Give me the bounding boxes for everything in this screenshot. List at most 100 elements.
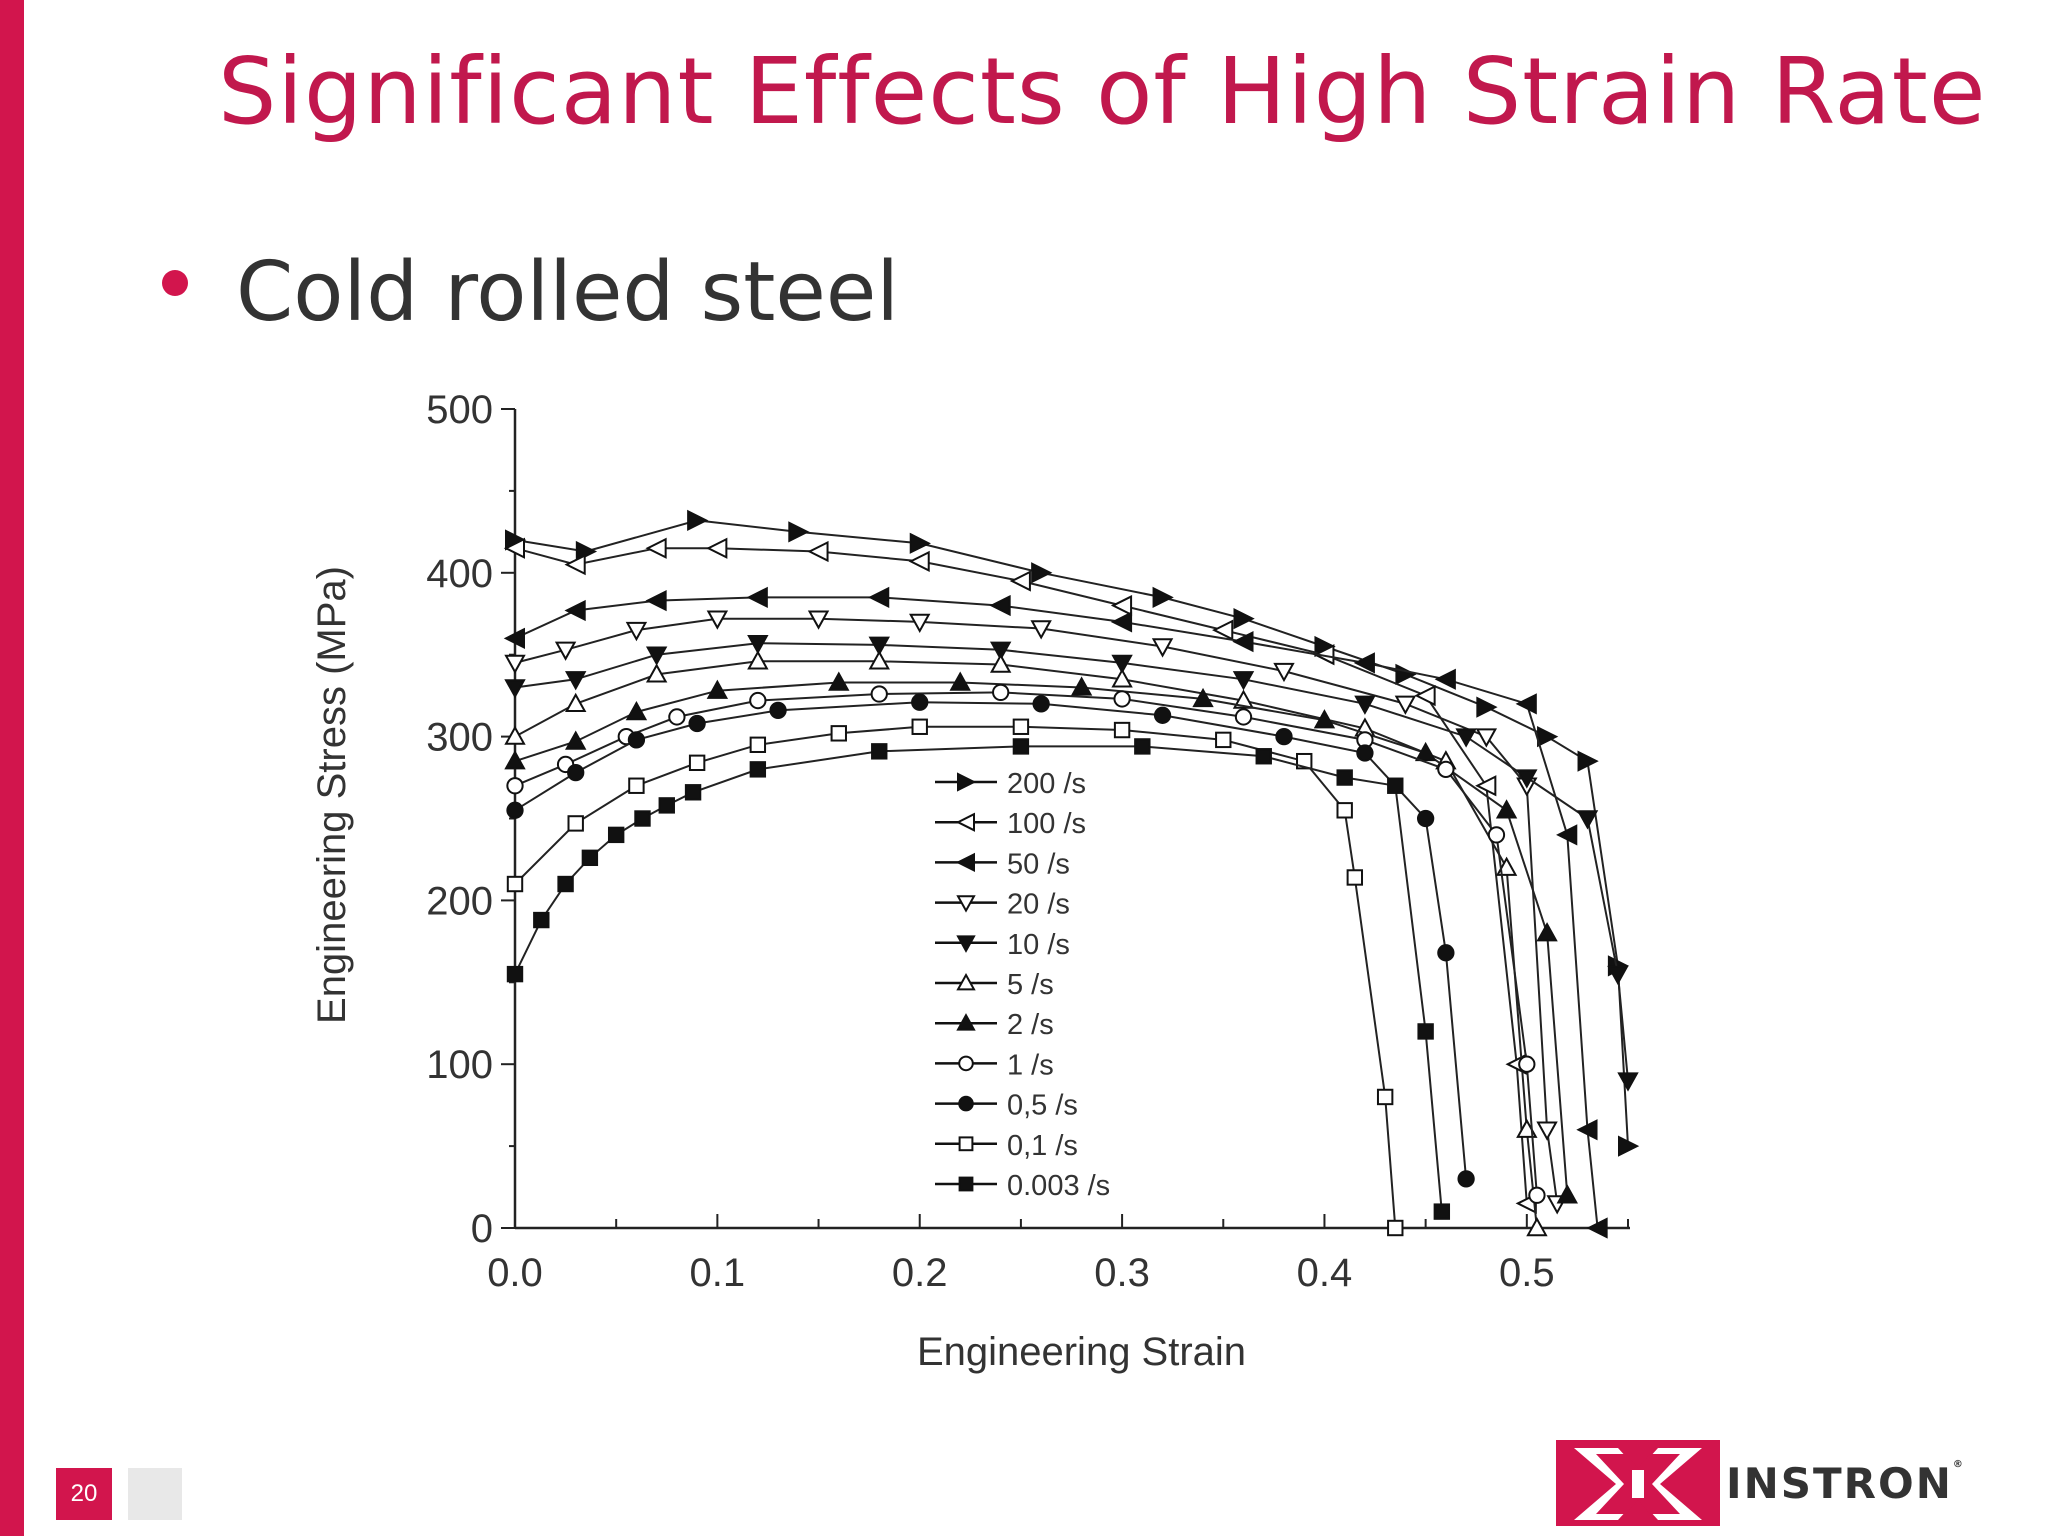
data-point — [1313, 644, 1335, 666]
legend-label: 0,5 /s — [1007, 1090, 1078, 1122]
data-point — [868, 636, 890, 656]
data-point — [1273, 662, 1295, 683]
data-point — [1313, 709, 1336, 729]
data-point — [807, 610, 830, 630]
series-0 — [505, 509, 1640, 1157]
bullet-dot — [162, 270, 188, 296]
data-point — [1475, 728, 1498, 748]
data-point — [1356, 744, 1374, 762]
x-tick-label: 0.1 — [690, 1251, 746, 1295]
x-tick-label: 0.5 — [1499, 1251, 1555, 1295]
legend-marker — [958, 1136, 974, 1152]
data-point — [1233, 608, 1255, 630]
data-point — [989, 641, 1012, 661]
series-line — [514, 642, 1629, 1081]
data-point — [645, 590, 667, 612]
series-10 — [506, 738, 1451, 1220]
legend-marker — [956, 972, 976, 991]
data-point — [504, 725, 526, 745]
data-point — [1537, 725, 1559, 748]
data-point — [1275, 727, 1293, 746]
legend-label: 10 /s — [1007, 929, 1070, 961]
data-point — [1336, 769, 1353, 786]
legend-item: 20 /s — [935, 889, 1070, 921]
data-point — [747, 650, 769, 670]
data-point — [1457, 1170, 1475, 1188]
legend-item: 100 /s — [935, 808, 1086, 840]
data-point — [1437, 944, 1455, 962]
x-tick-label: 0.2 — [892, 1251, 948, 1295]
y-tick-label: 100 — [426, 1043, 493, 1087]
data-point — [992, 683, 1010, 702]
data-point — [581, 849, 599, 867]
series-line — [514, 745, 1443, 1212]
data-point — [706, 610, 729, 630]
data-point — [565, 671, 587, 691]
data-point — [1556, 1184, 1578, 1204]
legend-item: 200 /s — [935, 768, 1086, 800]
data-point — [1111, 654, 1133, 674]
data-point — [788, 521, 810, 543]
legend-marker — [958, 1055, 974, 1072]
data-point — [909, 613, 931, 633]
data-point — [506, 801, 524, 819]
legend-marker — [958, 1176, 974, 1192]
legend-item: 2 /s — [935, 1009, 1054, 1041]
data-point — [706, 537, 728, 559]
data-point — [688, 754, 706, 772]
legend-item: 0,1 /s — [935, 1130, 1078, 1162]
data-point — [506, 777, 524, 795]
data-point — [1134, 738, 1151, 755]
data-point — [1577, 750, 1599, 772]
data-point — [503, 537, 525, 559]
data-point — [1346, 869, 1364, 886]
data-point — [1387, 777, 1404, 794]
data-point — [1515, 693, 1537, 715]
legend-label: 50 /s — [1007, 848, 1070, 880]
y-axis-label: Engineering Stress (MPa) — [310, 566, 354, 1024]
data-point — [645, 663, 668, 683]
data-point — [1433, 1203, 1451, 1220]
y-tick-label: 200 — [426, 879, 493, 923]
data-point — [911, 693, 929, 711]
series-line — [514, 617, 1559, 1204]
data-point — [870, 685, 888, 703]
y-tick-label: 400 — [426, 552, 493, 596]
legend-marker — [957, 772, 977, 792]
data-point — [989, 653, 1012, 673]
series-line — [514, 596, 1599, 1229]
data-point — [1232, 689, 1255, 709]
legend-item: 0,5 /s — [935, 1090, 1078, 1122]
legend-item: 10 /s — [935, 929, 1070, 961]
data-point — [1395, 663, 1417, 685]
data-point — [658, 797, 675, 814]
data-point — [1232, 630, 1254, 653]
data-point — [1455, 728, 1477, 748]
data-point — [908, 550, 930, 572]
legend-label: 200 /s — [1007, 768, 1086, 800]
legend-marker — [955, 852, 975, 873]
data-point — [1353, 652, 1375, 674]
x-tick-label: 0.3 — [1094, 1251, 1150, 1295]
data-point — [1354, 695, 1376, 715]
data-point — [1012, 718, 1030, 735]
legend-label: 100 /s — [1007, 808, 1086, 840]
data-point — [989, 594, 1011, 617]
data-point — [749, 761, 767, 778]
legend-label: 20 /s — [1007, 889, 1070, 921]
data-point — [688, 714, 706, 733]
y-tick-label: 0 — [471, 1207, 493, 1251]
data-point — [868, 586, 890, 608]
data-point — [1212, 619, 1234, 641]
data-point — [1414, 741, 1437, 762]
data-point — [628, 777, 645, 794]
data-point — [625, 700, 648, 721]
series-9 — [506, 718, 1404, 1237]
series-line — [514, 701, 1468, 1179]
data-point — [1234, 708, 1253, 726]
slide-title: Significant Effects of High Strain Rate — [218, 38, 1987, 145]
data-point — [1110, 611, 1133, 633]
data-point — [1152, 586, 1174, 608]
data-point — [607, 826, 625, 844]
data-point — [554, 641, 577, 661]
